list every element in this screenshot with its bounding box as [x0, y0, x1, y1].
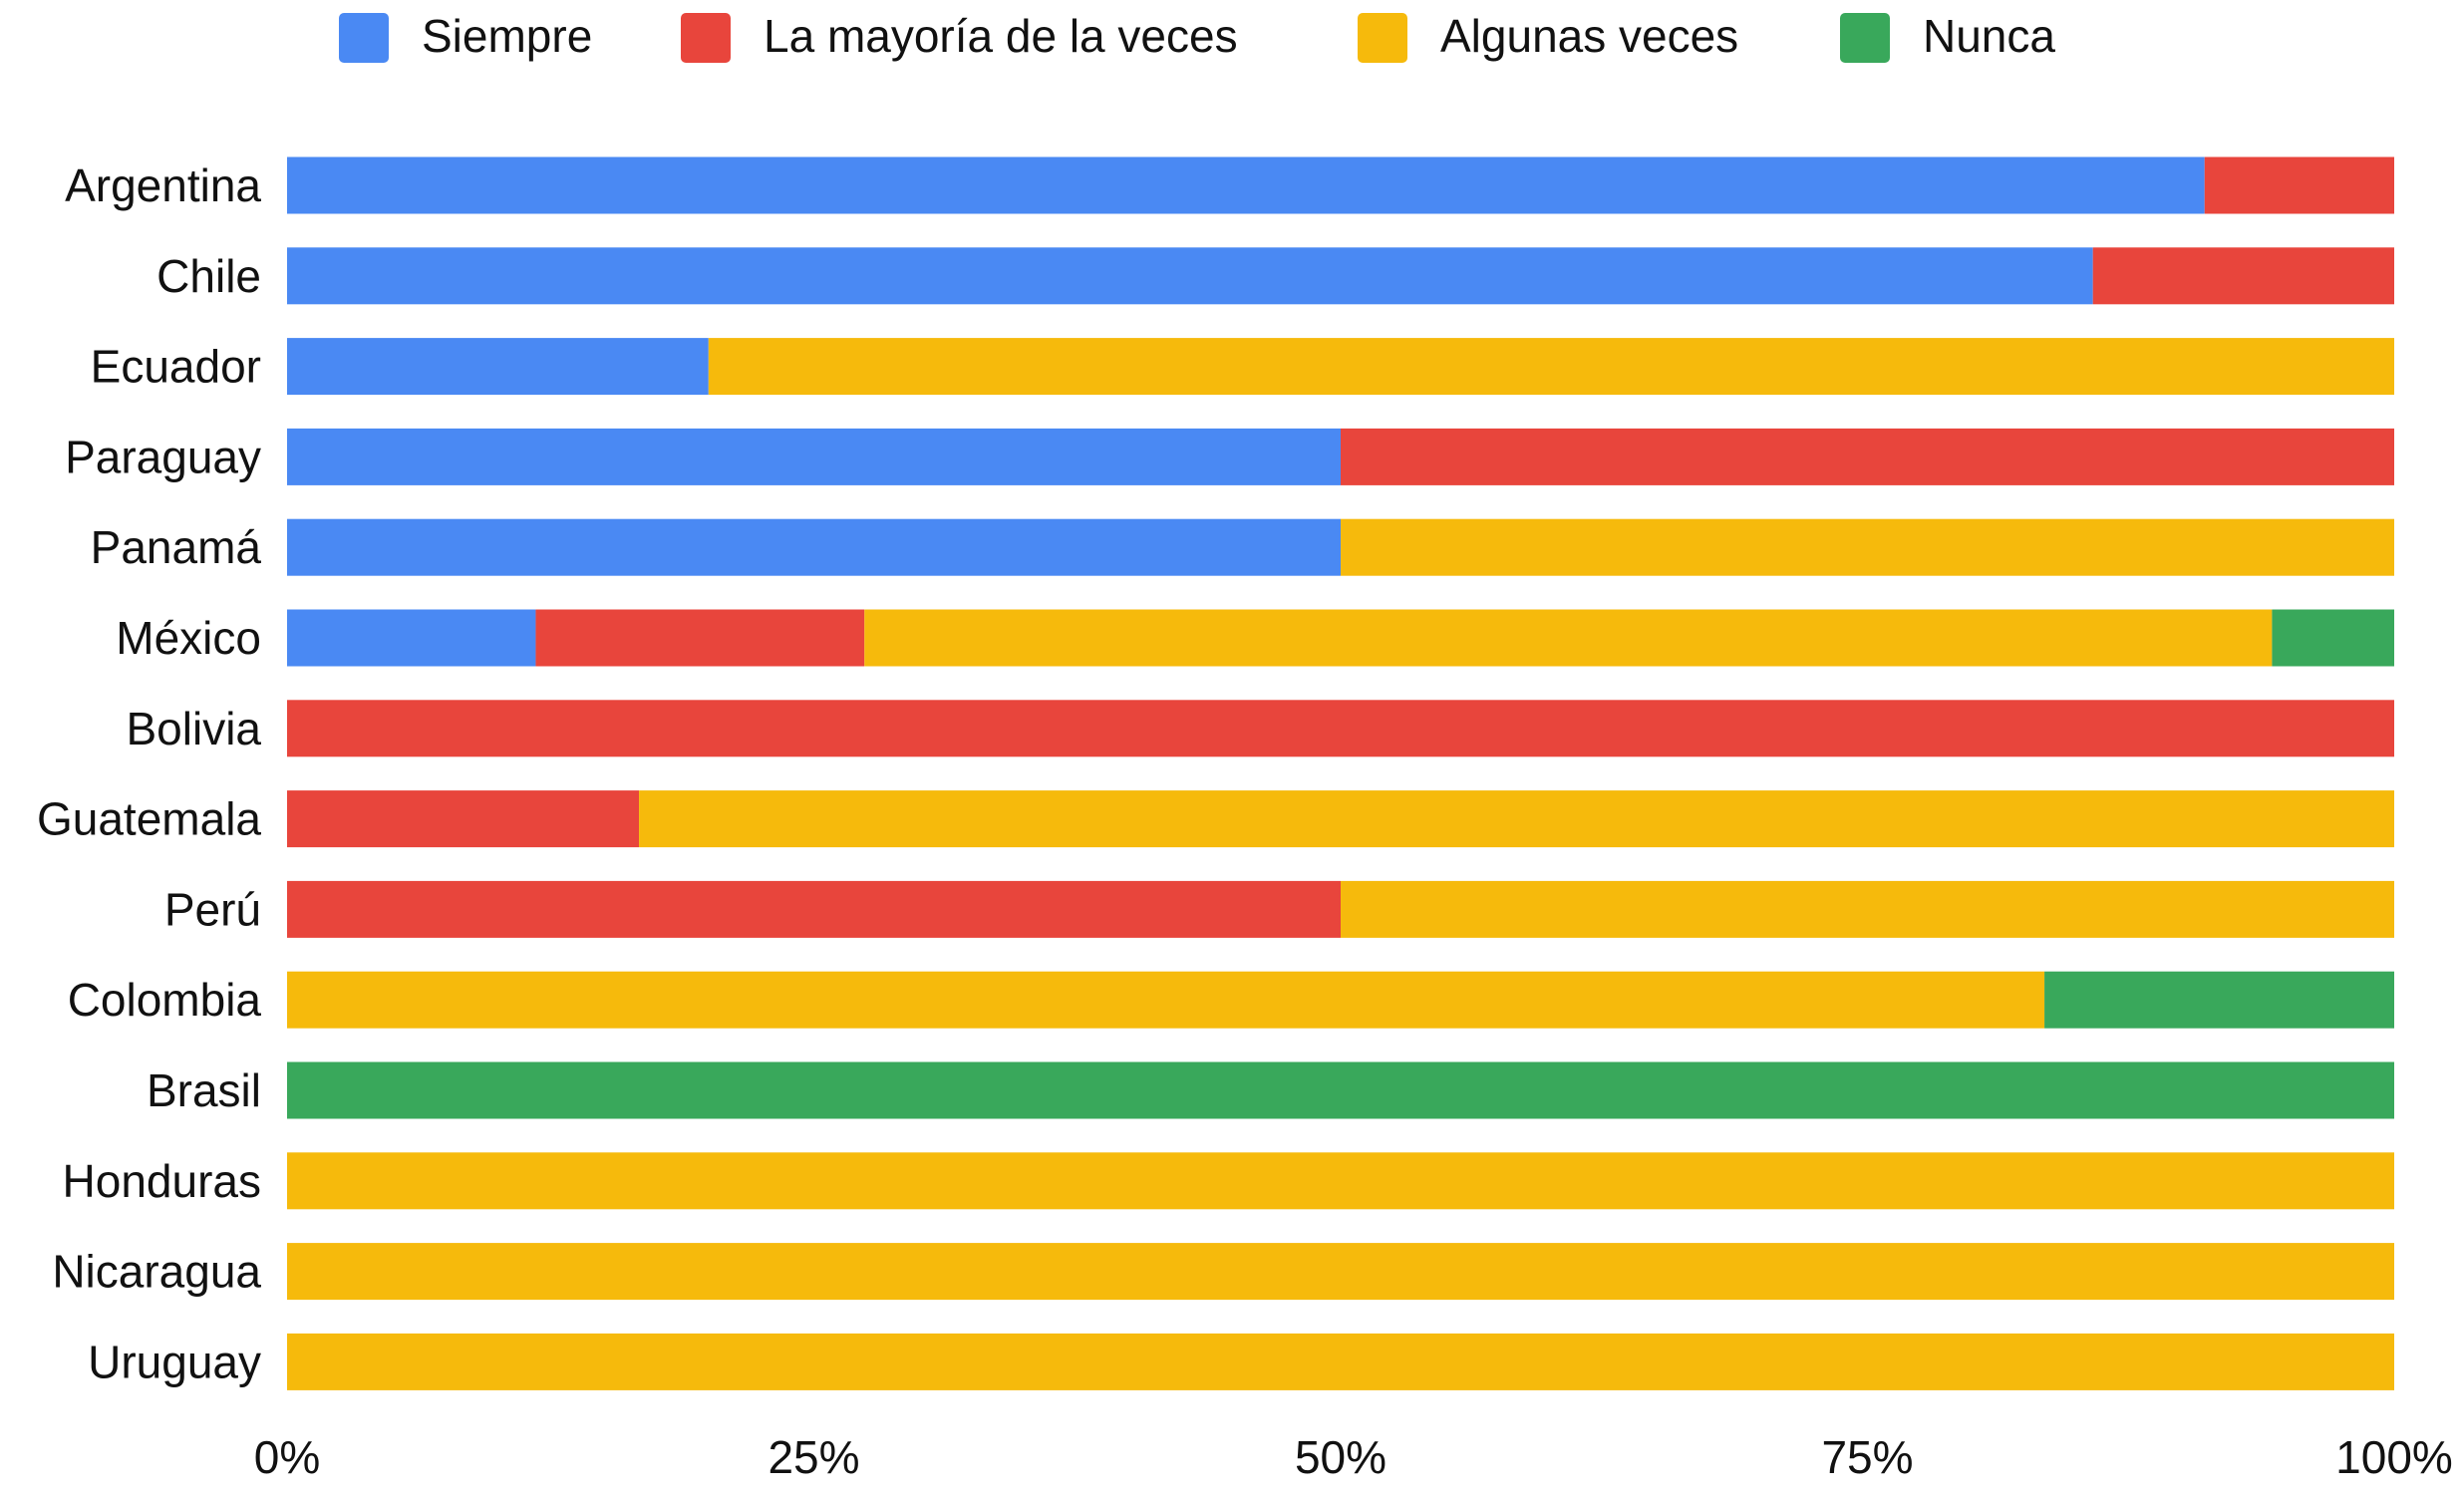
category-axis: Argentina Chile Ecuador Paraguay Panamá Méxic… — [37, 159, 261, 1387]
bar-panama-siempre[interactable] — [287, 518, 1341, 576]
value-axis: 0% 25% 50% 75% 100% — [254, 1431, 2453, 1483]
legend-label-algunas-veces: Algunas veces — [1440, 10, 1738, 62]
category-label-argentina: Argentina — [65, 159, 261, 211]
x-tick-label-3: 75% — [1821, 1431, 1913, 1483]
bar-row-panama — [287, 518, 2394, 576]
category-label-brasil: Brasil — [147, 1064, 261, 1116]
category-label-panama: Panamá — [91, 521, 262, 573]
bar-ecuador-algunas-veces[interactable] — [708, 338, 2394, 396]
bar-row-guatemala — [287, 790, 2394, 848]
x-tick-label-4: 100% — [2335, 1431, 2453, 1483]
legend-swatch-la-mayoria-de-la-veces — [681, 13, 731, 63]
bar-row-bolivia — [287, 700, 2394, 757]
bar-chile-la-mayoria-de-la-veces[interactable] — [2092, 247, 2394, 305]
legend-label-siempre: Siempre — [422, 10, 592, 62]
bar-nicaragua-algunas-veces[interactable] — [287, 1243, 2394, 1301]
x-tick-label-1: 25% — [768, 1431, 859, 1483]
bar-guatemala-la-mayoria-de-la-veces[interactable] — [287, 790, 640, 848]
bar-panama-algunas-veces[interactable] — [1341, 518, 2394, 576]
legend-item-la-mayoria-de-la-veces[interactable]: La mayoría de la veces — [681, 10, 1238, 63]
bar-row-uruguay — [287, 1333, 2394, 1390]
legend-swatch-nunca — [1840, 13, 1890, 63]
category-label-honduras: Honduras — [63, 1155, 261, 1207]
bar-row-colombia — [287, 971, 2394, 1029]
bar-row-ecuador — [287, 338, 2394, 396]
category-label-colombia: Colombia — [68, 974, 262, 1026]
bar-chile-siempre[interactable] — [287, 247, 2093, 305]
legend-item-algunas-veces[interactable]: Algunas veces — [1358, 10, 1738, 63]
category-label-paraguay: Paraguay — [65, 431, 261, 482]
bars — [287, 156, 2394, 1390]
bar-guatemala-algunas-veces[interactable] — [639, 790, 2394, 848]
legend-swatch-algunas-veces — [1358, 13, 1407, 63]
bar-row-nicaragua — [287, 1243, 2394, 1301]
bar-row-honduras — [287, 1152, 2394, 1210]
legend: Siempre La mayoría de la veces Algunas vec… — [339, 10, 2055, 63]
legend-item-nunca[interactable]: Nunca — [1840, 10, 2055, 63]
legend-swatch-siempre — [339, 13, 389, 63]
bar-row-paraguay — [287, 428, 2394, 485]
bar-argentina-siempre[interactable] — [287, 156, 2205, 214]
category-label-bolivia: Bolivia — [126, 703, 261, 754]
legend-label-nunca: Nunca — [1923, 10, 2055, 62]
bar-paraguay-la-mayoria-de-la-veces[interactable] — [1341, 428, 2394, 485]
bar-row-chile — [287, 247, 2394, 305]
bar-peru-algunas-veces[interactable] — [1341, 880, 2394, 938]
bar-argentina-la-mayoria-de-la-veces[interactable] — [2204, 156, 2394, 214]
legend-item-siempre[interactable]: Siempre — [339, 10, 592, 63]
category-label-guatemala: Guatemala — [37, 793, 261, 845]
x-tick-label-0: 0% — [254, 1431, 320, 1483]
bar-mexico-nunca[interactable] — [2272, 609, 2394, 667]
category-label-peru: Perú — [164, 883, 261, 935]
category-label-uruguay: Uruguay — [88, 1336, 261, 1387]
bar-brasil-nunca[interactable] — [287, 1061, 2394, 1119]
bar-ecuador-siempre[interactable] — [287, 338, 709, 396]
bar-mexico-siempre[interactable] — [287, 609, 536, 667]
bar-peru-la-mayoria-de-la-veces[interactable] — [287, 880, 1341, 938]
category-label-mexico: México — [116, 612, 261, 664]
bar-row-argentina — [287, 156, 2394, 214]
x-tick-label-2: 50% — [1295, 1431, 1386, 1483]
category-label-nicaragua: Nicaragua — [52, 1246, 261, 1298]
legend-label-la-mayoria-de-la-veces: La mayoría de la veces — [764, 10, 1238, 62]
bar-colombia-nunca[interactable] — [2044, 971, 2394, 1029]
bar-row-mexico — [287, 609, 2394, 667]
bar-paraguay-siempre[interactable] — [287, 428, 1341, 485]
category-label-chile: Chile — [156, 250, 261, 302]
bar-bolivia-la-mayoria-de-la-veces[interactable] — [287, 700, 2394, 757]
bar-row-peru — [287, 880, 2394, 938]
category-label-ecuador: Ecuador — [91, 341, 261, 393]
bar-row-brasil — [287, 1061, 2394, 1119]
bar-honduras-algunas-veces[interactable] — [287, 1152, 2394, 1210]
bar-mexico-la-mayoria-de-la-veces[interactable] — [535, 609, 865, 667]
bar-colombia-algunas-veces[interactable] — [287, 971, 2045, 1029]
bar-mexico-algunas-veces[interactable] — [864, 609, 2273, 667]
bar-uruguay-algunas-veces[interactable] — [287, 1333, 2394, 1390]
